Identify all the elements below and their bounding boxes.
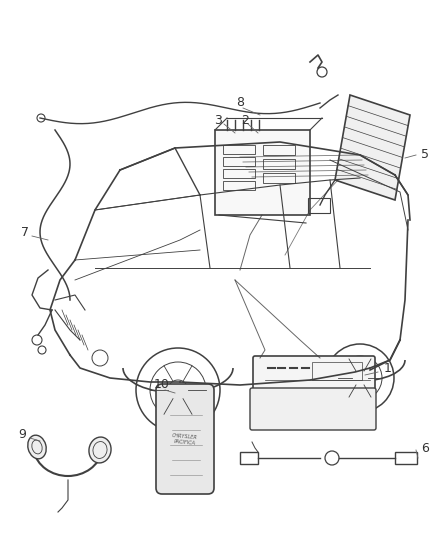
Text: 7: 7 xyxy=(21,225,29,238)
Bar xyxy=(215,130,310,215)
Text: CHRYSLER
PACIFICA: CHRYSLER PACIFICA xyxy=(172,433,198,447)
Text: 6: 6 xyxy=(421,441,429,455)
Bar xyxy=(263,173,295,183)
Text: 9: 9 xyxy=(18,429,26,441)
FancyBboxPatch shape xyxy=(250,388,376,430)
Bar xyxy=(312,362,362,380)
Polygon shape xyxy=(335,95,410,200)
Bar xyxy=(263,159,295,169)
Bar xyxy=(240,452,258,464)
Bar xyxy=(223,157,255,166)
Ellipse shape xyxy=(28,435,46,459)
Bar xyxy=(308,198,330,213)
FancyBboxPatch shape xyxy=(253,356,375,408)
Text: 10: 10 xyxy=(154,378,170,392)
Text: 2: 2 xyxy=(241,114,249,126)
Text: 1: 1 xyxy=(384,361,392,375)
Ellipse shape xyxy=(89,437,111,463)
Bar xyxy=(263,145,295,155)
FancyBboxPatch shape xyxy=(156,384,214,494)
Bar xyxy=(223,181,255,190)
Bar xyxy=(223,169,255,178)
Bar xyxy=(223,145,255,154)
Text: 3: 3 xyxy=(214,114,222,126)
Text: 8: 8 xyxy=(236,96,244,109)
Text: 5: 5 xyxy=(421,149,429,161)
Bar xyxy=(395,452,417,464)
